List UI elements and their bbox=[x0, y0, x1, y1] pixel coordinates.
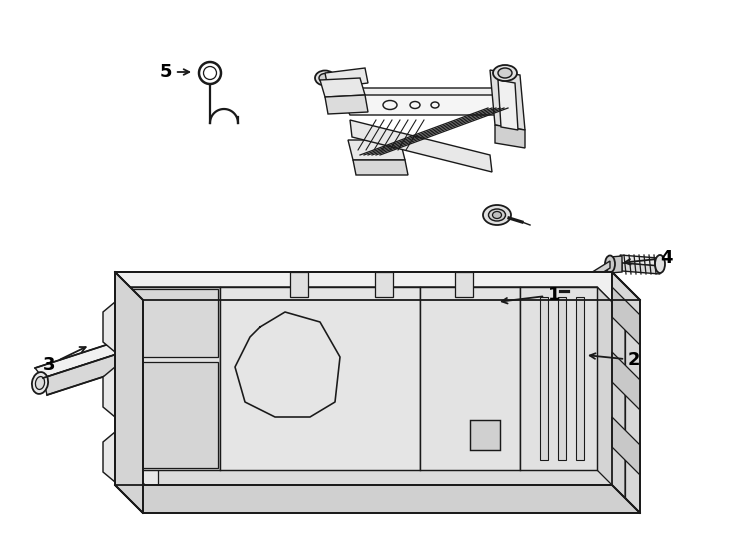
Ellipse shape bbox=[319, 73, 331, 83]
Polygon shape bbox=[290, 272, 308, 297]
Text: 3: 3 bbox=[43, 347, 86, 374]
Polygon shape bbox=[103, 432, 115, 482]
Polygon shape bbox=[612, 352, 640, 410]
Polygon shape bbox=[115, 272, 143, 513]
Ellipse shape bbox=[143, 341, 167, 355]
Polygon shape bbox=[495, 125, 525, 148]
Ellipse shape bbox=[35, 376, 45, 389]
Polygon shape bbox=[576, 297, 584, 460]
Polygon shape bbox=[350, 120, 492, 172]
Polygon shape bbox=[340, 90, 510, 100]
Ellipse shape bbox=[493, 65, 517, 81]
Ellipse shape bbox=[493, 212, 501, 219]
Polygon shape bbox=[610, 256, 622, 273]
Polygon shape bbox=[620, 255, 660, 266]
Polygon shape bbox=[330, 88, 512, 108]
Polygon shape bbox=[597, 287, 625, 498]
Polygon shape bbox=[498, 80, 518, 130]
Text: 5: 5 bbox=[159, 63, 189, 81]
Polygon shape bbox=[612, 272, 640, 513]
Polygon shape bbox=[353, 160, 408, 175]
Polygon shape bbox=[210, 308, 228, 322]
Polygon shape bbox=[622, 263, 660, 274]
Ellipse shape bbox=[315, 71, 335, 85]
Polygon shape bbox=[220, 300, 248, 325]
Polygon shape bbox=[325, 68, 368, 88]
Polygon shape bbox=[320, 78, 365, 97]
Polygon shape bbox=[490, 70, 525, 130]
Polygon shape bbox=[103, 367, 115, 417]
Polygon shape bbox=[130, 287, 625, 315]
Ellipse shape bbox=[234, 310, 254, 340]
Polygon shape bbox=[132, 362, 218, 468]
Polygon shape bbox=[115, 272, 612, 485]
Polygon shape bbox=[348, 140, 405, 160]
Polygon shape bbox=[612, 287, 640, 345]
Ellipse shape bbox=[605, 255, 615, 273]
Polygon shape bbox=[420, 287, 520, 470]
Text: 2: 2 bbox=[590, 351, 641, 369]
Ellipse shape bbox=[241, 321, 247, 329]
Polygon shape bbox=[132, 289, 218, 357]
Polygon shape bbox=[558, 297, 566, 460]
Polygon shape bbox=[455, 272, 473, 297]
Text: 4: 4 bbox=[625, 249, 672, 267]
Polygon shape bbox=[375, 272, 393, 297]
Ellipse shape bbox=[489, 209, 506, 221]
Ellipse shape bbox=[126, 347, 153, 363]
Text: 1: 1 bbox=[502, 286, 561, 304]
Polygon shape bbox=[158, 315, 625, 498]
Polygon shape bbox=[43, 318, 232, 395]
Polygon shape bbox=[520, 287, 597, 470]
Polygon shape bbox=[612, 417, 640, 475]
Ellipse shape bbox=[32, 372, 48, 394]
Polygon shape bbox=[220, 287, 420, 470]
Polygon shape bbox=[130, 470, 625, 498]
Polygon shape bbox=[103, 302, 115, 352]
Polygon shape bbox=[470, 420, 500, 450]
Polygon shape bbox=[228, 318, 244, 350]
Polygon shape bbox=[325, 95, 368, 114]
Polygon shape bbox=[115, 485, 640, 513]
Polygon shape bbox=[540, 297, 548, 460]
Polygon shape bbox=[130, 287, 220, 470]
Polygon shape bbox=[560, 289, 568, 294]
Polygon shape bbox=[340, 95, 515, 115]
Polygon shape bbox=[35, 308, 228, 378]
Polygon shape bbox=[565, 261, 610, 296]
Ellipse shape bbox=[655, 255, 665, 273]
Polygon shape bbox=[115, 272, 640, 300]
Ellipse shape bbox=[498, 68, 512, 78]
Ellipse shape bbox=[483, 205, 511, 225]
Ellipse shape bbox=[238, 316, 250, 334]
Polygon shape bbox=[115, 272, 130, 485]
